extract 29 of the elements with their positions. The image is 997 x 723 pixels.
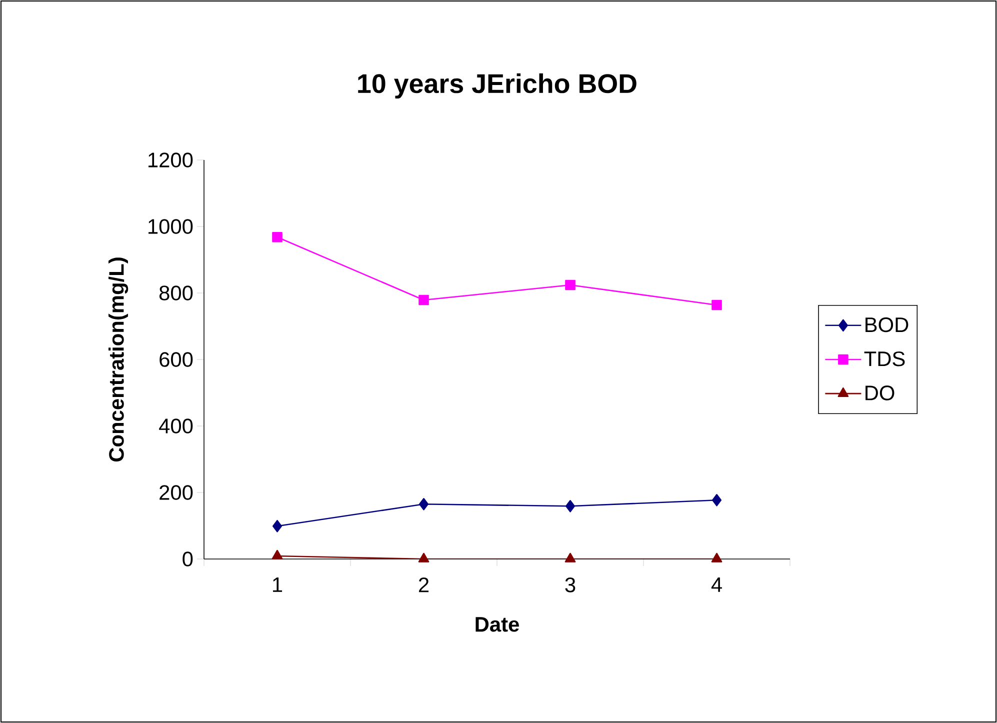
point xyxy=(564,552,576,562)
legend-label: TDS xyxy=(864,351,905,366)
point xyxy=(711,552,722,562)
y-tick-label: 1200 xyxy=(148,152,193,168)
point xyxy=(712,494,722,506)
y-tick-label: 0 xyxy=(182,552,193,566)
y-tick-label: 200 xyxy=(160,485,193,500)
y-tick-label: 400 xyxy=(159,418,193,434)
point xyxy=(712,300,722,310)
y-tick-label: 800 xyxy=(159,286,193,300)
y-axis-title: Concentration(mg/L) xyxy=(108,258,128,462)
x-tick-label: 4 xyxy=(711,578,722,592)
point xyxy=(418,294,429,306)
x-tick-label: 1 xyxy=(273,578,282,592)
y-tick-label: 1000 xyxy=(148,219,193,234)
x-tick-label: 2 xyxy=(418,578,429,592)
point xyxy=(272,550,283,560)
x-tick-label: 3 xyxy=(565,578,576,592)
point xyxy=(418,552,430,562)
y-tick-label: 600 xyxy=(160,352,193,367)
point xyxy=(565,500,576,512)
point xyxy=(565,280,576,290)
point xyxy=(272,520,282,532)
legend-label: DO xyxy=(866,386,894,400)
legend-label: BOD xyxy=(866,317,908,332)
point xyxy=(272,232,282,242)
x-axis-title: Date xyxy=(476,617,519,632)
chart-title: 10 years JEricho BOD xyxy=(358,73,636,98)
point xyxy=(418,498,429,510)
